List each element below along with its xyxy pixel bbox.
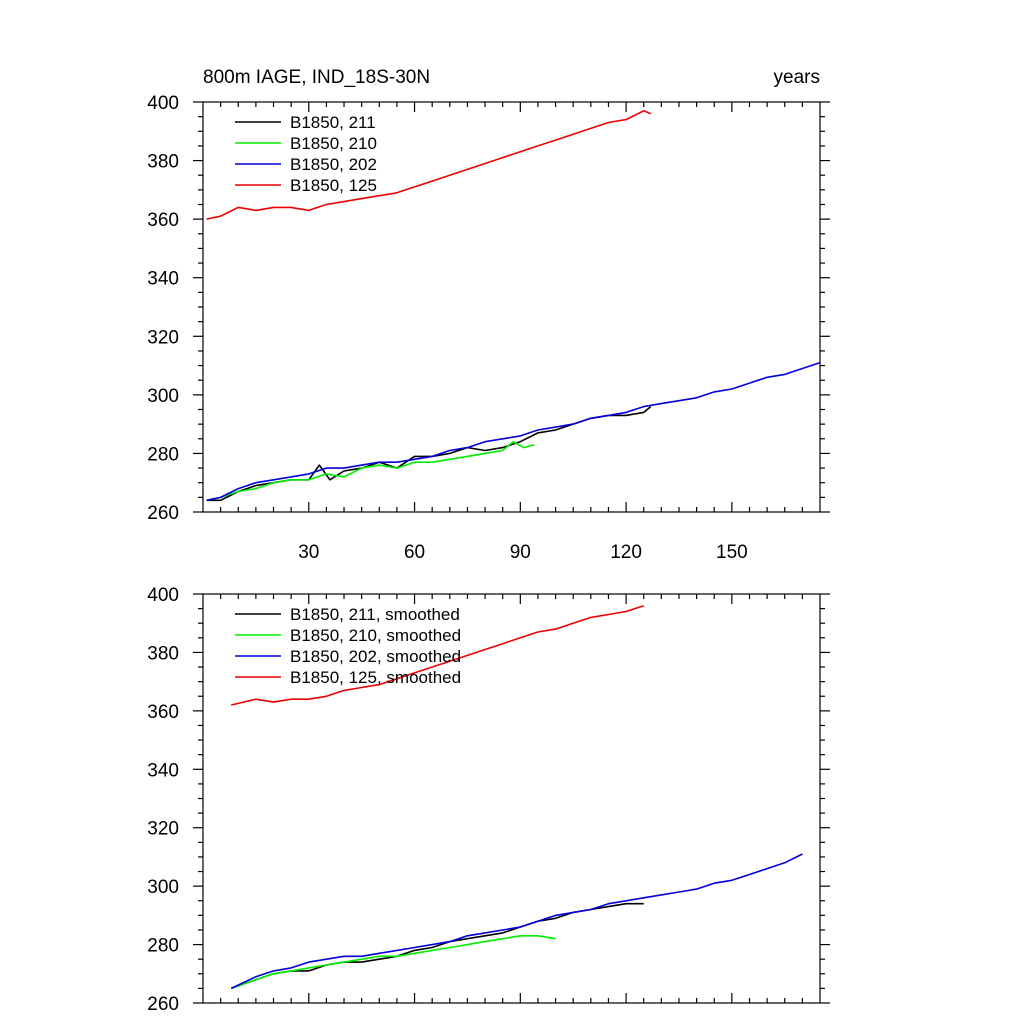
y-tick-label: 380 bbox=[147, 152, 179, 173]
x-tick-label: 60 bbox=[404, 542, 425, 563]
y-tick-label: 360 bbox=[147, 210, 179, 231]
y-tick-label: 380 bbox=[147, 643, 179, 664]
series-line bbox=[206, 440, 535, 502]
series-line bbox=[206, 110, 652, 220]
chart-title: 800m IAGE, IND_18S-30N bbox=[203, 67, 430, 88]
y-tick-label: 320 bbox=[147, 327, 179, 348]
series-line bbox=[230, 853, 803, 990]
legend-label: B1850, 125, smoothed bbox=[290, 668, 461, 687]
legend-label: B1850, 210, smoothed bbox=[290, 626, 461, 645]
series-line bbox=[206, 361, 821, 502]
y-tick-label: 340 bbox=[147, 760, 179, 781]
y-tick-label: 300 bbox=[147, 877, 179, 898]
y-tick-label: 260 bbox=[147, 503, 179, 524]
y-tick-label: 400 bbox=[147, 585, 179, 606]
series-line bbox=[230, 934, 556, 990]
series-line bbox=[231, 604, 644, 706]
x-tick-label: 150 bbox=[716, 542, 748, 563]
x-tick-label: 30 bbox=[298, 542, 319, 563]
x-tick-label: 90 bbox=[510, 542, 531, 563]
legend-label: B1850, 211, smoothed bbox=[290, 605, 460, 624]
y-tick-label: 360 bbox=[147, 702, 179, 723]
chart-units-label: years bbox=[774, 67, 820, 88]
y-tick-label: 340 bbox=[147, 269, 179, 290]
y-tick-label: 280 bbox=[147, 444, 179, 465]
y-tick-label: 320 bbox=[147, 819, 179, 840]
legend-label: B1850, 202 bbox=[290, 155, 377, 174]
x-tick-label: 120 bbox=[610, 542, 642, 563]
y-tick-label: 300 bbox=[147, 386, 179, 407]
y-tick-label: 280 bbox=[147, 936, 179, 957]
y-tick-label: 260 bbox=[147, 994, 179, 1015]
legend-label: B1850, 202, smoothed bbox=[290, 647, 461, 666]
bottom-panel: 260 280 300 320 340 360 380 400 B1850, 211, smoo… bbox=[147, 585, 830, 1015]
series-line bbox=[230, 902, 644, 990]
legend-label: B1850, 211 bbox=[290, 113, 376, 132]
legend-label: B1850, 125 bbox=[290, 176, 377, 195]
top-panel: 800m IAGE, IND_18S-30N years 260 280 300 32… bbox=[147, 67, 830, 563]
legend-label: B1850, 210 bbox=[290, 134, 377, 153]
y-tick-label: 400 bbox=[147, 93, 179, 114]
